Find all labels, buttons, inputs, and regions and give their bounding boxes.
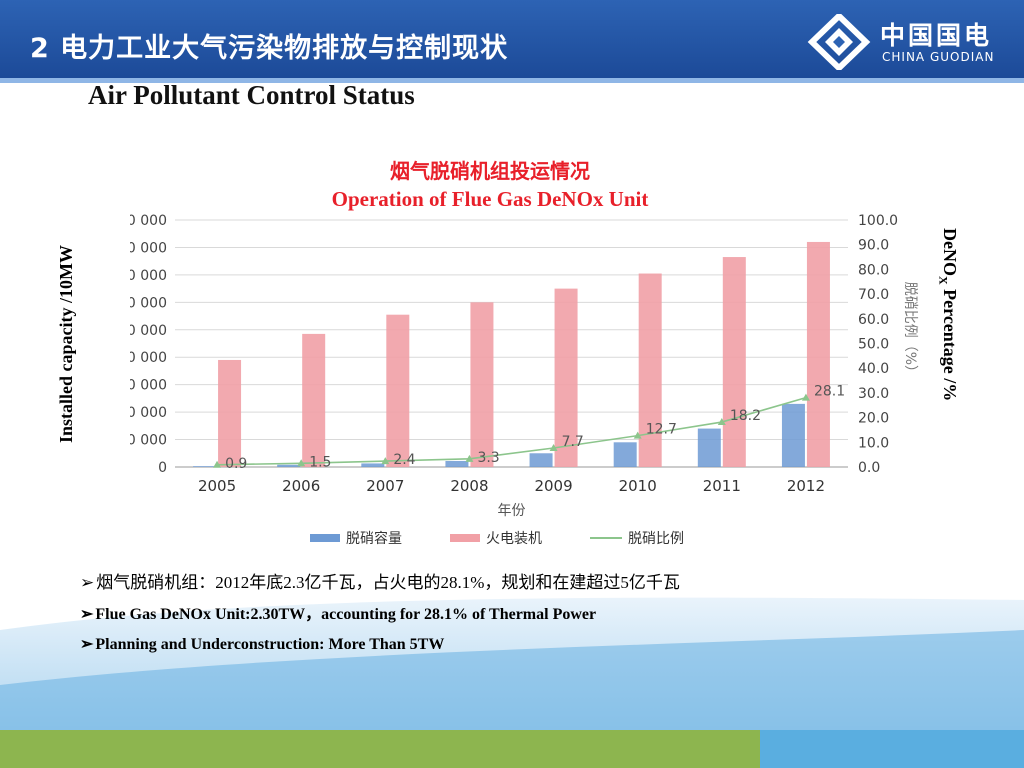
y-axis-right-title-suffix: Percentage /% — [940, 284, 960, 402]
y-left-tick-label: 70 000 — [130, 268, 167, 284]
x-tick-label: 2005 — [198, 477, 236, 495]
y-axis-left-title: Installed capacity /10MW — [56, 245, 76, 443]
y-left-tick-label: 90 000 — [130, 213, 167, 229]
y-left-tick-label: 50 000 — [130, 323, 167, 339]
x-tick-label: 2008 — [450, 477, 488, 495]
y-left-tick-label: 30 000 — [130, 378, 167, 394]
bar-thermal-capacity — [386, 314, 410, 467]
y-right-tick-label: 90.0 — [858, 238, 889, 254]
bar-thermal-capacity — [806, 241, 830, 467]
bar-thermal-capacity — [638, 273, 662, 467]
ratio-point — [297, 459, 306, 467]
x-tick-label: 2011 — [703, 477, 741, 495]
y-right-tick-label: 80.0 — [858, 262, 889, 278]
logo-text-cn: 中国国电 — [880, 21, 993, 50]
bullet-item: ➢ Flue Gas DeNOx Unit:2.30TW，accounting f… — [80, 600, 680, 624]
header-divider — [0, 78, 1024, 83]
y-left-tick-label: 40 000 — [130, 350, 167, 366]
logo-diamond-icon — [807, 14, 871, 70]
x-tick-label: 2007 — [366, 477, 404, 495]
legend-swatch-thermal — [450, 534, 480, 542]
logo-text-en: CHINA GUODIAN — [882, 50, 995, 64]
y-right-tick-label: 70.0 — [858, 287, 889, 303]
y-left-tick-label: 20 000 — [130, 405, 167, 421]
company-logo: 中国国电 CHINA GUODIAN — [806, 14, 1016, 70]
bullet-arrow-icon: ➢ — [80, 606, 94, 623]
ratio-point — [717, 418, 726, 426]
y-left-tick-label: 80 000 — [130, 240, 167, 256]
bar-denox-capacity — [781, 403, 805, 467]
legend-label-denox: 脱硝容量 — [346, 530, 402, 547]
y-axis-right-title-prefix: DeNO — [940, 228, 960, 276]
y-right-tick-label: 100.0 — [858, 213, 898, 229]
denox-chart: 90 000 80 000 70 000 60 000 50 000 40 000 30 0… — [130, 213, 918, 547]
bar-denox-capacity — [193, 466, 217, 467]
ratio-point — [465, 454, 474, 462]
y-right-tick-label: 0.0 — [858, 460, 880, 476]
bar-thermal-capacity — [470, 302, 494, 467]
legend-label-ratio: 脱硝比例 — [628, 531, 684, 547]
background-wave — [0, 597, 1024, 768]
bullet-text: Planning and Underconstruction: More Tha… — [95, 636, 445, 653]
bullet-text: 烟气脱硝机组：2012年底2.3亿千瓦，占火电的28.1%，规划和在建超过5亿千… — [96, 573, 680, 592]
slide-title: 2 电力工业大气污染物排放与控制现状 — [30, 33, 509, 64]
bullet-item: ➢ Planning and Underconstruction: More Th… — [80, 634, 680, 654]
bar-denox-capacity — [361, 463, 385, 467]
ratio-data-label: 28.1 — [814, 384, 845, 400]
bar-denox-capacity — [445, 460, 469, 467]
bar-thermal-capacity — [722, 257, 746, 467]
legend-swatch-denox — [310, 534, 340, 542]
ratio-point — [801, 393, 810, 401]
ratio-data-label: 12.7 — [646, 422, 677, 438]
ratio-point — [381, 457, 390, 465]
bar-thermal-capacity — [302, 333, 326, 467]
x-tick-label: 2009 — [534, 477, 572, 495]
bar-thermal-capacity — [554, 288, 578, 467]
bullet-arrow-icon: ➢ — [80, 573, 95, 592]
y-axis-right-title: DeNOX Percentage /% — [935, 228, 960, 401]
ratio-data-label: 3.3 — [477, 450, 499, 466]
x-tick-label: 2006 — [282, 477, 320, 495]
ratio-data-label: 1.5 — [309, 454, 331, 470]
bar-thermal-capacity — [218, 359, 242, 467]
ratio-data-label: 2.4 — [393, 452, 415, 468]
ratio-data-label: 0.9 — [225, 456, 247, 472]
chart-title-cn: 烟气脱硝机组投运情况 — [390, 159, 590, 183]
bullet-list: ➢ 烟气脱硝机组：2012年底2.3亿千瓦，占火电的28.1%，规划和在建超过5亿… — [80, 568, 680, 654]
ratio-data-label: 18.2 — [730, 408, 761, 424]
ratio-point — [213, 460, 222, 468]
y-left-tick-label: 60 000 — [130, 295, 167, 311]
y-right-tick-label: 20.0 — [858, 411, 889, 427]
bullet-item: ➢ 烟气脱硝机组：2012年底2.3亿千瓦，占火电的28.1%，规划和在建超过5亿… — [80, 568, 680, 592]
bar-denox-capacity — [277, 464, 301, 467]
y-axis-right-title-cn: 脱硝比例（%） — [902, 282, 918, 379]
chart-title-en: Operation of Flue Gas DeNOx Unit — [331, 187, 649, 211]
header-bar: 2 电力工业大气污染物排放与控制现状 中国国电 CHINA GUODIAN — [0, 0, 1024, 78]
y-right-tick-label: 30.0 — [858, 386, 889, 402]
ratio-data-label: 7.7 — [562, 434, 584, 450]
legend-label-thermal: 火电装机 — [486, 531, 542, 547]
bullet-arrow-icon: ➢ — [80, 636, 94, 653]
ratio-point — [633, 431, 642, 439]
bar-denox-capacity — [697, 428, 721, 467]
y-axis-right-title-sub: X — [936, 276, 951, 285]
y-left-tick-label: 10 000 — [130, 433, 167, 449]
y-right-tick-label: 40.0 — [858, 361, 889, 377]
y-right-tick-label: 60.0 — [858, 312, 889, 328]
bullet-text: Flue Gas DeNOx Unit:2.30TW，accounting fo… — [95, 606, 597, 623]
x-tick-label: 2010 — [619, 477, 657, 495]
bar-denox-capacity — [529, 453, 553, 467]
x-tick-label: 2012 — [787, 477, 825, 495]
bar-denox-capacity — [613, 442, 637, 467]
line-denox-ratio — [217, 396, 807, 466]
y-right-tick-label: 10.0 — [858, 435, 889, 451]
ratio-point — [549, 443, 558, 451]
x-axis-title: 年份 — [498, 503, 526, 519]
page-subtitle: Air Pollutant Control Status — [88, 80, 415, 110]
y-right-tick-label: 50.0 — [858, 337, 889, 353]
y-left-tick-label: 0 — [158, 460, 167, 476]
